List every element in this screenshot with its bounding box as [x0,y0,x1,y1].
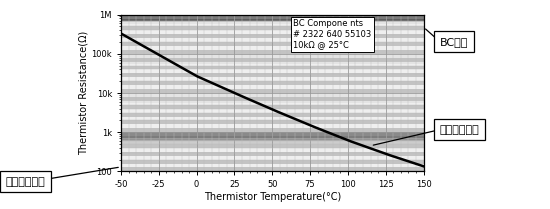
Bar [121,50,424,54]
Bar [121,109,424,113]
Bar [121,140,424,144]
Bar [121,156,424,160]
Text: BC元件: BC元件 [440,37,469,47]
Bar [121,141,424,144]
Y-axis label: Thermistor Resistance(Ω): Thermistor Resistance(Ω) [79,31,89,155]
Bar [121,117,424,120]
Bar [121,93,424,97]
Bar [121,19,424,23]
Bar [121,23,424,26]
Bar [121,66,424,70]
Bar [121,167,424,171]
Bar [121,62,424,66]
Bar [121,26,424,30]
Bar [121,101,424,105]
Text: BC Compone nts
# 2322 640 55103
10kΩ @ 25°C: BC Compone nts # 2322 640 55103 10kΩ @ 2… [293,19,372,49]
Bar [121,46,424,50]
Bar [121,105,424,109]
Bar [121,163,424,167]
Bar [121,73,424,77]
Bar [121,54,424,58]
Bar [121,128,424,132]
Bar [121,160,424,163]
Bar [121,148,424,152]
Bar [121,113,424,117]
Bar [121,124,424,128]
Bar [121,38,424,42]
Bar [121,97,424,101]
Bar [121,30,424,34]
Bar [121,15,424,21]
Bar [121,34,424,38]
Bar [121,152,424,156]
Bar [121,120,424,124]
Bar [121,77,424,81]
Bar [121,42,424,46]
Bar [121,81,424,85]
Bar [121,136,424,140]
X-axis label: Thermistor Temperature(°C): Thermistor Temperature(°C) [204,192,341,202]
Bar [121,89,424,93]
Text: 熱敏電阻阻抗: 熱敏電阻阻抗 [6,177,45,187]
Bar [121,144,424,148]
Bar [121,58,424,62]
Bar [121,85,424,89]
Bar [121,132,424,138]
Bar [121,132,424,136]
Bar [121,70,424,73]
Bar [121,138,424,141]
Text: 熱敏電阻溫度: 熱敏電阻溫度 [440,125,480,135]
Bar [121,15,424,19]
